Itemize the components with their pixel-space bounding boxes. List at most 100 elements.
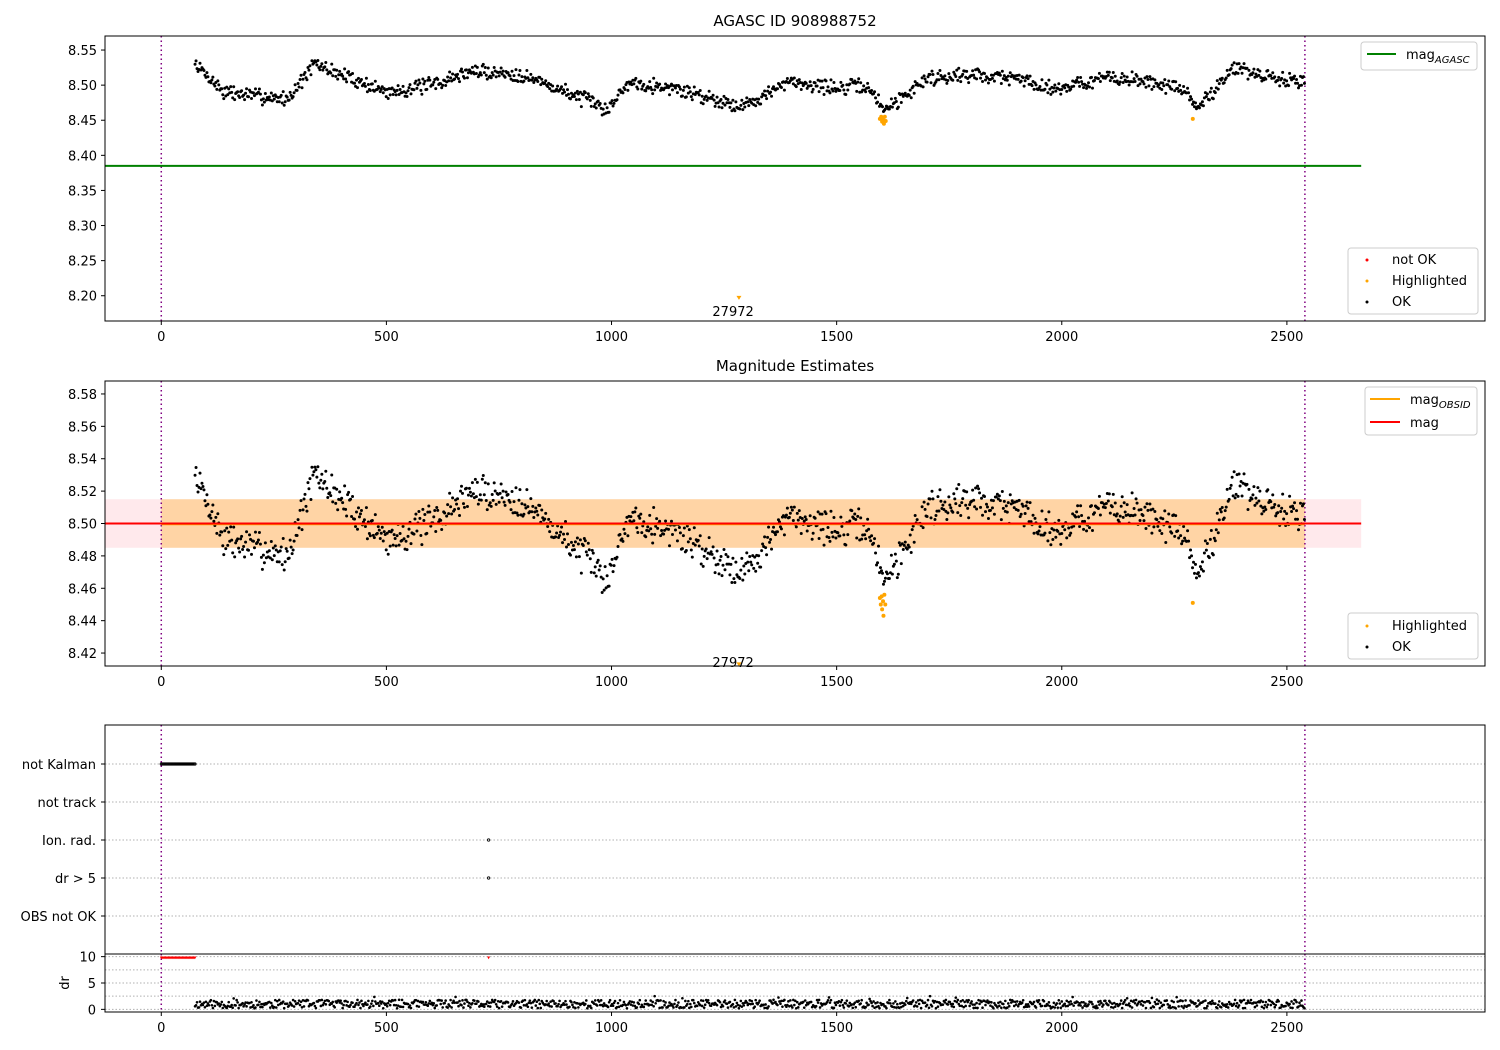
data-point — [681, 534, 685, 538]
data-point — [1183, 536, 1187, 540]
data-point — [568, 1005, 571, 1009]
data-point — [741, 578, 745, 582]
data-point — [476, 502, 480, 506]
panel-magnitude-estimates: Magnitude Estimates 0 500 1000 1500 2000 2500… — [68, 357, 1486, 690]
data-point — [1081, 1006, 1084, 1009]
data-point — [288, 538, 292, 542]
data-point — [618, 532, 622, 536]
data-point — [414, 512, 418, 516]
data-point — [655, 517, 659, 521]
data-point — [550, 1005, 553, 1008]
data-point — [1211, 999, 1214, 1003]
data-point — [984, 1003, 987, 1007]
data-point — [372, 1004, 375, 1008]
data-point — [1288, 71, 1292, 75]
data-point — [353, 81, 357, 85]
data-point — [952, 1005, 956, 1009]
data-point — [705, 98, 709, 102]
data-point — [592, 1002, 596, 1006]
data-point — [1258, 489, 1262, 493]
data-point — [392, 533, 396, 537]
data-point — [769, 90, 773, 94]
data-point — [631, 1004, 635, 1007]
data-point — [484, 1002, 488, 1006]
data-point — [1021, 504, 1025, 508]
data-point — [355, 1001, 358, 1005]
data-point — [883, 118, 888, 123]
data-point — [197, 1006, 201, 1009]
data-point — [298, 1003, 302, 1007]
data-point — [384, 95, 388, 99]
data-point — [236, 90, 240, 94]
data-point — [1118, 1002, 1122, 1006]
data-point — [575, 89, 579, 93]
data-point — [1096, 77, 1100, 81]
data-point — [1107, 492, 1111, 496]
data-point — [250, 1000, 253, 1004]
data-point — [684, 999, 687, 1003]
data-point — [826, 999, 830, 1002]
data-point — [637, 1002, 641, 1006]
data-point — [1088, 526, 1092, 530]
data-point — [1000, 1006, 1003, 1010]
data-point — [927, 1006, 931, 1010]
data-point — [759, 565, 763, 569]
data-point — [715, 1003, 719, 1007]
y-tick-label: 8.50 — [68, 518, 97, 533]
data-point — [255, 999, 258, 1002]
data-point — [912, 540, 916, 544]
data-point — [802, 1006, 806, 1009]
data-point — [625, 1006, 629, 1010]
data-point — [653, 532, 657, 536]
data-point — [598, 564, 602, 568]
data-point — [935, 1000, 939, 1004]
data-point — [809, 84, 813, 88]
data-point — [1257, 73, 1261, 77]
data-point — [271, 546, 275, 550]
data-point — [933, 999, 937, 1003]
data-point — [296, 81, 300, 85]
x-tick-label: 0 — [157, 675, 165, 690]
data-point — [857, 507, 861, 511]
data-point — [859, 81, 863, 85]
data-point — [1064, 1004, 1068, 1008]
data-point — [407, 527, 411, 531]
data-point — [546, 84, 550, 88]
data-point — [763, 1006, 766, 1010]
data-point — [406, 534, 410, 538]
data-point — [478, 493, 482, 497]
data-point — [926, 75, 930, 79]
data-point — [675, 91, 679, 95]
data-point — [733, 998, 737, 1002]
data-point — [612, 101, 616, 105]
data-point — [504, 490, 508, 494]
data-point — [794, 85, 798, 89]
data-point — [1291, 1006, 1294, 1010]
data-point — [1219, 510, 1223, 514]
data-point — [1240, 494, 1244, 498]
data-point — [1261, 1000, 1265, 1004]
data-point — [1106, 499, 1110, 503]
data-point — [1176, 1000, 1179, 1003]
data-point — [512, 74, 516, 78]
data-point — [260, 567, 264, 571]
data-point — [1213, 91, 1217, 95]
data-point — [1102, 1003, 1105, 1007]
data-point — [1143, 505, 1147, 509]
data-point — [1008, 71, 1012, 75]
y-tick-label: 8.30 — [68, 220, 97, 235]
data-point — [864, 90, 868, 94]
data-point — [560, 85, 564, 89]
data-point — [1264, 77, 1268, 81]
data-point — [1072, 1004, 1075, 1007]
data-point — [307, 487, 311, 491]
data-point — [756, 100, 760, 104]
data-point — [1192, 560, 1196, 564]
data-point — [1265, 1005, 1269, 1009]
data-point — [209, 81, 213, 85]
dr-gridlines — [105, 956, 1485, 1010]
data-point — [876, 561, 880, 565]
data-point — [1196, 571, 1200, 575]
data-point — [301, 999, 305, 1002]
data-point — [903, 91, 907, 95]
